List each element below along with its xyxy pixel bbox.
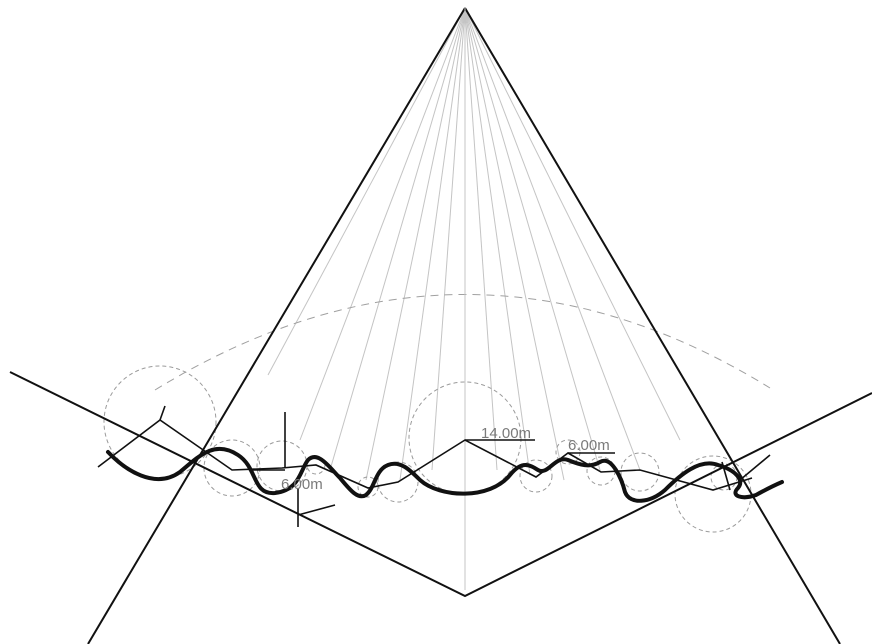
wavy-curve — [106, 446, 784, 503]
triangle-sides — [87, 7, 841, 644]
dashed-guide-arc — [154, 294, 771, 391]
radiating-ray-lines — [267, 7, 681, 590]
dimension-label-right: 6.00m — [568, 437, 610, 454]
dimension-label-left: 6.00m — [281, 476, 323, 493]
zigzag-construction-line — [97, 419, 753, 491]
v-lines — [9, 371, 872, 598]
dimension-label-center: 14.00m — [481, 425, 531, 442]
radius-tick-marks — [159, 405, 771, 527]
